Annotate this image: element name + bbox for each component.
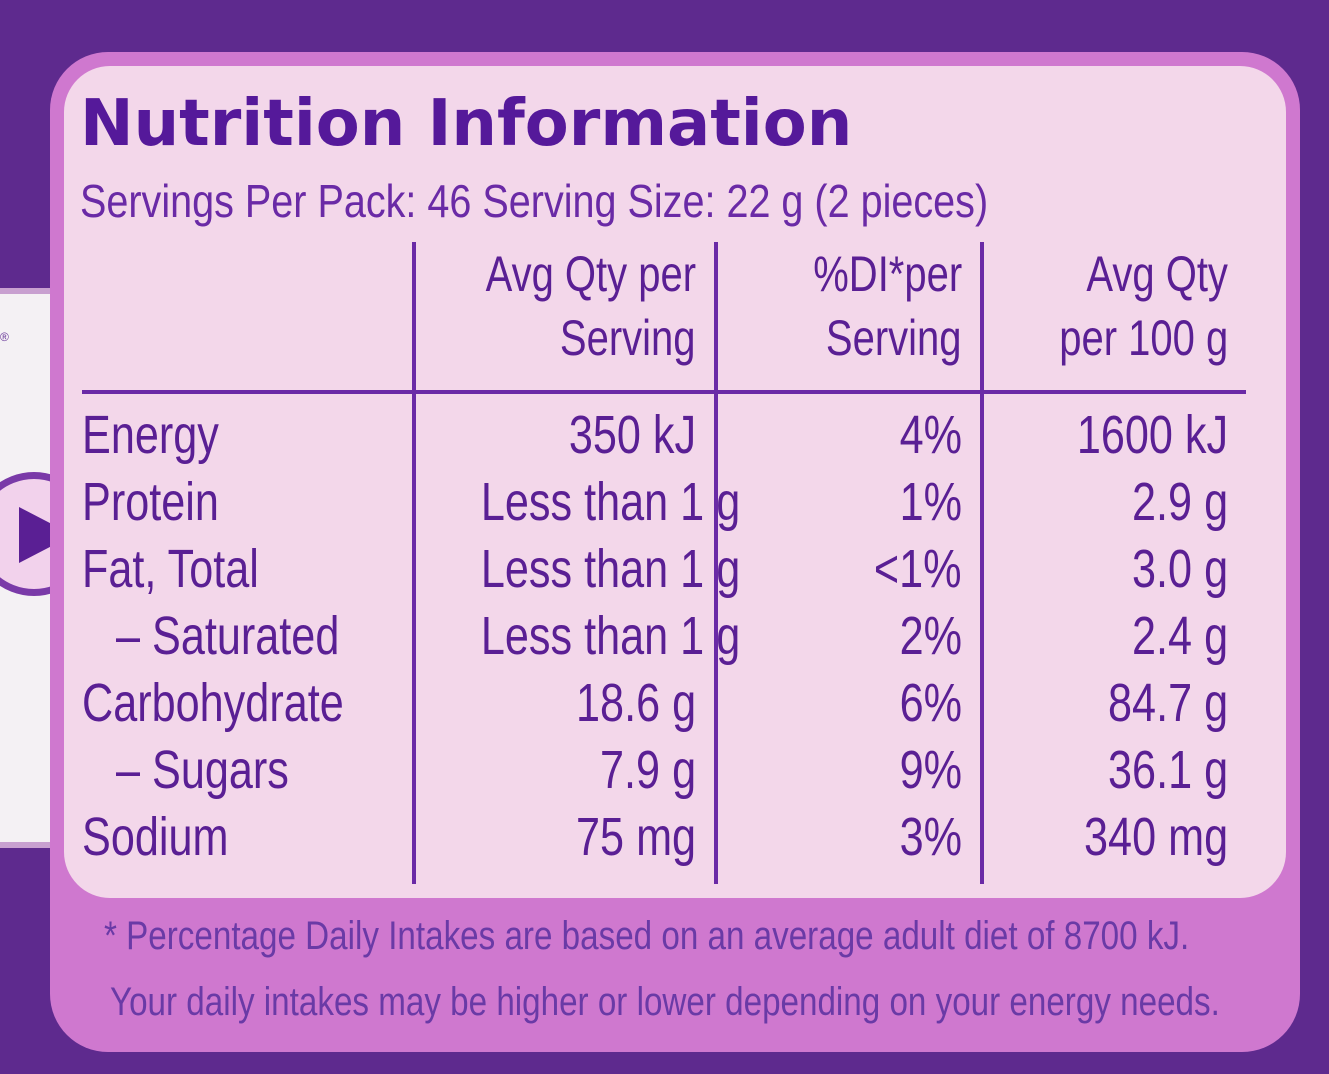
per-100g-value: 3.0 g: [980, 536, 1246, 603]
di-value: 6%: [714, 670, 982, 737]
nutrition-title: Nutrition Information: [80, 87, 853, 161]
header-cell-per-serving: Avg Qty per Serving: [412, 242, 716, 394]
di-value: 4%: [714, 392, 982, 469]
di-value: 2%: [714, 603, 982, 670]
nutrient-name: – Saturated: [116, 606, 340, 666]
table-row: – Sugars 7.9 g 9% 36.1 g: [82, 737, 1246, 804]
per-serving-value: 18.6 g: [412, 670, 716, 737]
table-row: Fat, Total Less than 1 g <1% 3.0 g: [82, 536, 1246, 603]
header-cell-label: [82, 242, 414, 394]
nutrient-name: Fat, Total: [82, 539, 259, 599]
di-value: 1%: [714, 469, 982, 536]
nutrient-name: Protein: [82, 472, 219, 532]
table-row: Energy 350 kJ 4% 1600 kJ: [82, 392, 1246, 469]
per-serving-value: 75 mg: [412, 804, 716, 884]
per-serving-value: Less than 1 g: [412, 469, 740, 536]
di-value: 9%: [714, 737, 982, 804]
per-100g-value: 36.1 g: [980, 737, 1246, 804]
di-value: <1%: [714, 536, 982, 603]
footnote-intakes: Your daily intakes may be higher or lowe…: [110, 980, 1220, 1024]
header-cell-di: %DI*per Serving: [714, 242, 982, 394]
per-serving-value: 350 kJ: [412, 392, 716, 469]
registered-mark: ®: [0, 330, 9, 344]
per-100g-value: 340 mg: [980, 804, 1246, 884]
header-cell-per-100g: Avg Qty per 100 g: [980, 242, 1246, 394]
di-value: 3%: [714, 804, 982, 884]
nutrient-name: Carbohydrate: [82, 673, 344, 733]
nutrient-name: Sodium: [82, 807, 229, 867]
nutrient-name: – Sugars: [116, 740, 289, 800]
per-100g-value: 1600 kJ: [980, 392, 1246, 469]
nutrition-table: Avg Qty per Serving %DI*per Serving Avg …: [82, 242, 1246, 884]
nutrient-name: Energy: [82, 405, 219, 465]
table-row: Sodium 75 mg 3% 340 mg: [82, 804, 1246, 884]
per-serving-value: 7.9 g: [412, 737, 716, 804]
servings-line: Servings Per Pack: 46 Serving Size: 22 g…: [80, 175, 989, 227]
per-100g-value: 2.4 g: [980, 603, 1246, 670]
table-row: Carbohydrate 18.6 g 6% 84.7 g: [82, 670, 1246, 737]
play-arrow-icon: [19, 507, 73, 563]
table-row: – Saturated Less than 1 g 2% 2.4 g: [82, 603, 1246, 670]
per-100g-value: 84.7 g: [980, 670, 1246, 737]
table-row: Protein Less than 1 g 1% 2.9 g: [82, 469, 1246, 536]
table-header-row: Avg Qty per Serving %DI*per Serving Avg …: [82, 242, 1246, 394]
per-serving-value: Less than 1 g: [412, 603, 740, 670]
per-serving-value: Less than 1 g: [412, 536, 740, 603]
per-100g-value: 2.9 g: [980, 469, 1246, 536]
footnote-di: * Percentage Daily Intakes are based on …: [104, 914, 1190, 958]
